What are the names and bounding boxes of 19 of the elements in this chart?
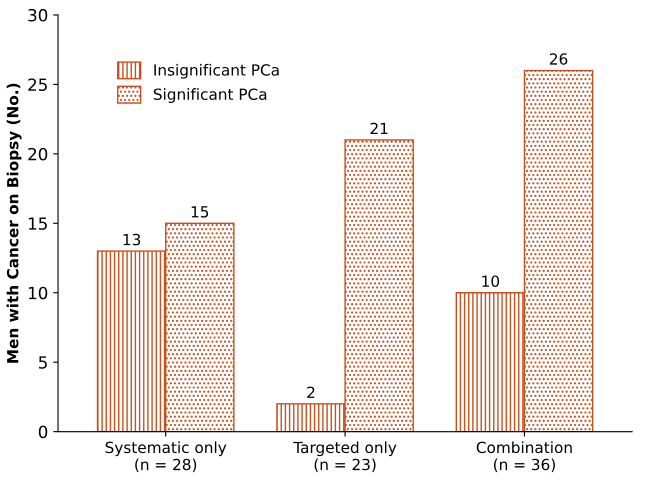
y-tick-label: 15 [28,217,47,230]
y-axis-title: Men with Cancer on Biopsy (No.) [6,84,22,363]
x-tick-label: Systematic only (n = 28) [106,441,226,472]
data-label: 2 [307,386,314,398]
y-tick-label: 0 [38,426,48,438]
data-label: 26 [550,53,568,65]
y-tick-label: 20 [28,148,48,160]
data-label: 10 [482,275,500,288]
legend-label: Significant PCa [154,88,266,103]
y-tick-label: 10 [28,286,48,300]
x-tick-label: Combination (n = 36) [476,441,572,472]
data-label: 21 [370,122,388,134]
y-tick-label: 5 [39,356,47,369]
data-label: 13 [124,234,140,246]
y-tick-label: 25 [28,78,47,91]
y-tick-label: 30 [28,8,48,22]
data-label: 15 [192,206,208,218]
legend-label: Insignificant PCa [154,64,279,79]
x-tick-label: Targeted only (n = 23) [293,441,396,472]
